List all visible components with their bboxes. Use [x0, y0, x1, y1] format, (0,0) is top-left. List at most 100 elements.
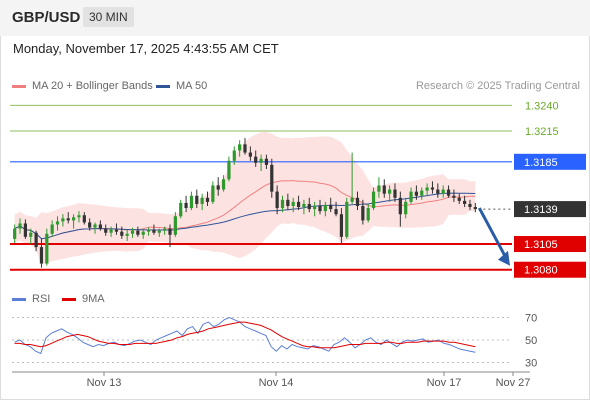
candle-body-44 [248, 152, 252, 157]
candle-body-48 [270, 164, 274, 192]
candle-body-40 [227, 160, 231, 180]
candle-body-29 [168, 228, 172, 235]
candle-body-34 [195, 195, 199, 204]
candle-body-71 [393, 189, 397, 198]
candle-body-55 [307, 203, 311, 210]
candle-body-78 [430, 187, 435, 190]
candle-body-18 [109, 229, 113, 233]
legend-ma50: MA 50 [156, 80, 207, 92]
candle-body-9 [61, 218, 65, 222]
candle-body-66 [366, 208, 370, 221]
rsi-tick-2: 30 [525, 357, 537, 369]
x-label-3: Nov 27 [496, 377, 531, 389]
candle-body-61 [339, 214, 344, 237]
candle-body-54 [302, 203, 306, 208]
candle-body-10 [66, 218, 70, 221]
candle-body-27 [157, 230, 161, 233]
candle-body-52 [291, 201, 295, 206]
candle-body-51 [286, 199, 290, 206]
last-price-label: 1.3139 [524, 204, 558, 216]
candle-body-60 [334, 209, 338, 215]
header-bar: GBP/USD 30 MIN [0, 0, 590, 36]
candle-body-85 [468, 203, 472, 208]
candle-body-57 [318, 206, 322, 212]
candle-body-4 [34, 232, 38, 248]
candle-body-70 [388, 189, 392, 194]
candle-body-39 [221, 179, 226, 190]
candle-body-59 [329, 204, 333, 210]
candle-body-1 [18, 223, 22, 229]
candle-body-36 [205, 197, 210, 202]
rsi-tick-1: 50 [525, 335, 537, 347]
candle-body-37 [211, 185, 215, 202]
candle-body-72 [398, 197, 402, 215]
candle-body-30 [173, 216, 177, 235]
candle-body-62 [345, 201, 349, 237]
ma-swatch [12, 84, 26, 88]
candle-body-56 [313, 206, 317, 210]
candle-body-79 [436, 189, 440, 194]
candle-body-49 [275, 191, 279, 209]
candle-body-5 [39, 247, 44, 264]
candle-body-31 [179, 202, 183, 217]
candle-body-75 [414, 191, 419, 196]
candle-body-12 [77, 215, 81, 218]
rsi-ma-swatch [62, 297, 76, 301]
candle-body-0 [13, 228, 17, 239]
candle-body-25 [146, 229, 151, 232]
candle-body-63 [350, 197, 354, 202]
candle-body-84 [463, 200, 467, 204]
level-box-4 [514, 261, 586, 278]
candle-body-21 [125, 233, 129, 236]
candle-body-68 [377, 185, 381, 192]
level-label-4: 1.3080 [524, 265, 558, 277]
last-price-box [514, 201, 586, 218]
candle-body-42 [238, 144, 242, 151]
candle-body-58 [323, 204, 327, 212]
candle-body-7 [50, 224, 54, 234]
candle-body-11 [71, 217, 76, 221]
legend-rsi-label: RSI [32, 293, 51, 305]
candle-body-3 [29, 232, 33, 237]
candle-body-24 [141, 231, 145, 235]
ma50-swatch [156, 84, 170, 88]
timeframe-badge[interactable]: 30 MIN [83, 7, 134, 27]
pair-title: GBP/USD [12, 9, 81, 26]
candle-body-13 [82, 215, 86, 223]
legend-rsi: RSI [12, 293, 50, 305]
candle-body-86 [473, 207, 477, 210]
candle-body-2 [23, 223, 27, 237]
candle-body-17 [104, 228, 108, 233]
candle-body-69 [382, 185, 386, 194]
rsi-series-1 [14, 321, 476, 349]
rsi-swatch [12, 297, 26, 301]
candle-body-76 [420, 190, 424, 196]
candle-body-81 [446, 189, 451, 196]
datetime-label: Monday, November 17, 2025 4:43:55 AM CET [13, 41, 279, 56]
candle-body-41 [232, 150, 236, 161]
candle-body-64 [355, 197, 360, 206]
candle-body-74 [409, 191, 413, 202]
candle-body-6 [45, 233, 49, 264]
candle-body-45 [254, 156, 258, 163]
candle-body-38 [216, 185, 220, 190]
legend-ma-label: MA 20 + Bollinger Bands [32, 80, 153, 92]
candle-body-80 [441, 189, 445, 194]
candle-body-20 [120, 231, 124, 236]
candle-body-67 [371, 191, 376, 209]
candle-body-23 [136, 230, 140, 235]
candle-body-83 [457, 197, 461, 201]
candle-body-73 [404, 201, 408, 215]
candle-body-14 [88, 222, 92, 228]
candle-body-46 [259, 158, 263, 163]
candle-body-43 [243, 144, 247, 153]
candle-body-77 [425, 187, 429, 191]
candle-body-28 [163, 228, 167, 231]
x-label-0: Nov 13 [87, 377, 122, 389]
candle-body-82 [452, 195, 456, 198]
candle-body-22 [130, 230, 135, 234]
legend-ma-bollinger: MA 20 + Bollinger Bands [12, 80, 153, 92]
level-label-1: 1.3215 [525, 126, 559, 138]
rsi-series-0 [14, 317, 476, 355]
candle-body-15 [93, 224, 97, 228]
